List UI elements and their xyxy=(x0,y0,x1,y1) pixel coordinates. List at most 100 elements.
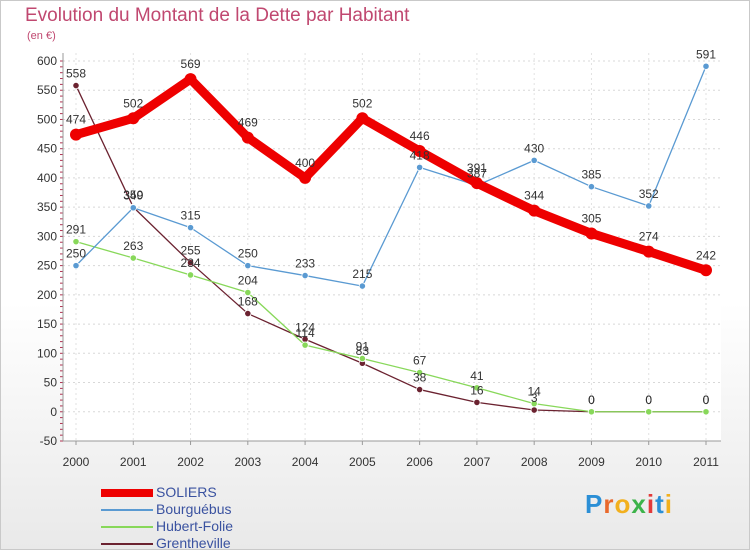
data-label: 67 xyxy=(413,354,427,368)
data-point xyxy=(358,282,366,290)
y-tick-label: 500 xyxy=(37,112,57,126)
data-label: 250 xyxy=(238,247,258,261)
data-label: 469 xyxy=(238,116,258,130)
x-tick-label: 2000 xyxy=(63,455,90,469)
data-point xyxy=(585,227,598,240)
proxiti-logo: Proxiti xyxy=(585,489,673,520)
data-point xyxy=(413,145,426,158)
y-tick-label: 400 xyxy=(37,171,57,185)
data-point xyxy=(416,163,424,171)
data-label: 350 xyxy=(123,188,143,202)
data-label: 385 xyxy=(581,168,601,182)
data-label: 124 xyxy=(295,320,315,334)
data-label: 16 xyxy=(470,383,484,397)
x-tick-label: 2001 xyxy=(120,455,147,469)
data-label: 204 xyxy=(238,274,258,288)
data-point xyxy=(186,224,195,232)
logo-letter: i xyxy=(646,489,656,519)
data-point xyxy=(72,238,80,246)
x-tick-label: 2003 xyxy=(234,455,261,469)
data-point xyxy=(184,73,197,86)
data-label: 387 xyxy=(467,167,487,181)
x-tick-label: 2011 xyxy=(693,455,719,469)
x-tick-label: 2009 xyxy=(578,455,605,469)
data-label: 430 xyxy=(524,141,544,155)
data-point xyxy=(244,288,252,297)
y-tick-label: 250 xyxy=(37,259,57,273)
data-point xyxy=(186,259,195,267)
data-label: 215 xyxy=(352,267,372,281)
data-point xyxy=(700,264,712,277)
legend-label: Grentheville xyxy=(156,535,231,551)
data-label: 0 xyxy=(645,393,652,407)
data-point xyxy=(702,62,710,70)
data-label: 0 xyxy=(703,393,710,407)
data-point xyxy=(244,262,252,270)
data-label: 344 xyxy=(524,189,544,203)
y-tick-label: 150 xyxy=(37,317,57,331)
data-label: 255 xyxy=(181,244,201,258)
data-point xyxy=(301,341,309,349)
y-tick-label: 200 xyxy=(37,288,57,302)
y-tick-label: -50 xyxy=(40,434,58,448)
data-point xyxy=(241,131,254,144)
data-label: 446 xyxy=(410,129,430,143)
data-point xyxy=(301,271,309,280)
chart-title: Evolution du Montant de la Dette par Hab… xyxy=(25,5,410,26)
data-point xyxy=(186,271,195,279)
y-tick-label: 600 xyxy=(37,54,57,68)
data-label: 558 xyxy=(66,67,86,81)
x-tick-label: 2007 xyxy=(464,455,491,469)
data-label: 418 xyxy=(410,148,430,162)
data-label: 305 xyxy=(581,211,601,225)
data-point xyxy=(528,204,541,217)
legend-label: SOLIERS xyxy=(156,484,217,500)
data-label: 233 xyxy=(295,257,315,271)
data-label: 83 xyxy=(356,344,370,358)
data-label: 502 xyxy=(123,96,143,110)
data-point xyxy=(702,408,710,416)
data-label: 291 xyxy=(66,223,86,237)
y-tick-label: 50 xyxy=(44,376,58,390)
data-point xyxy=(72,81,80,90)
x-tick-label: 2002 xyxy=(177,455,204,469)
data-label: 474 xyxy=(66,113,86,127)
data-point xyxy=(72,262,80,270)
data-label: 234 xyxy=(181,256,201,270)
data-point xyxy=(299,171,312,184)
data-point xyxy=(358,354,366,363)
legend-swatch xyxy=(101,509,153,511)
x-tick-label: 2005 xyxy=(349,455,376,469)
data-point xyxy=(70,128,82,141)
data-point xyxy=(530,156,538,164)
data-point xyxy=(645,202,653,210)
logo-letter: t xyxy=(655,489,665,519)
data-label: 0 xyxy=(645,393,652,407)
x-tick-label: 2006 xyxy=(406,455,433,469)
data-point xyxy=(127,112,140,125)
data-label: 250 xyxy=(66,247,86,261)
data-label: 38 xyxy=(413,371,427,385)
data-point xyxy=(645,408,653,416)
logo-letter: o xyxy=(614,489,632,519)
legend-label: Bourguébus xyxy=(156,501,232,517)
unit-label: (en €) xyxy=(27,30,56,42)
data-label: 502 xyxy=(352,96,372,110)
data-label: 14 xyxy=(528,385,542,399)
data-point xyxy=(129,254,137,262)
data-label: 591 xyxy=(696,47,716,61)
x-tick-label: 2004 xyxy=(292,455,319,469)
data-label: 274 xyxy=(639,230,659,244)
data-point xyxy=(530,399,538,408)
data-point xyxy=(473,384,481,392)
data-label: 91 xyxy=(356,340,370,354)
y-tick-label: 0 xyxy=(50,405,57,419)
x-tick-label: 2010 xyxy=(635,455,662,469)
data-label: 114 xyxy=(296,326,315,340)
logo-letter: x xyxy=(631,489,647,519)
data-point xyxy=(470,177,483,190)
data-point xyxy=(129,204,137,212)
data-point xyxy=(356,112,369,125)
